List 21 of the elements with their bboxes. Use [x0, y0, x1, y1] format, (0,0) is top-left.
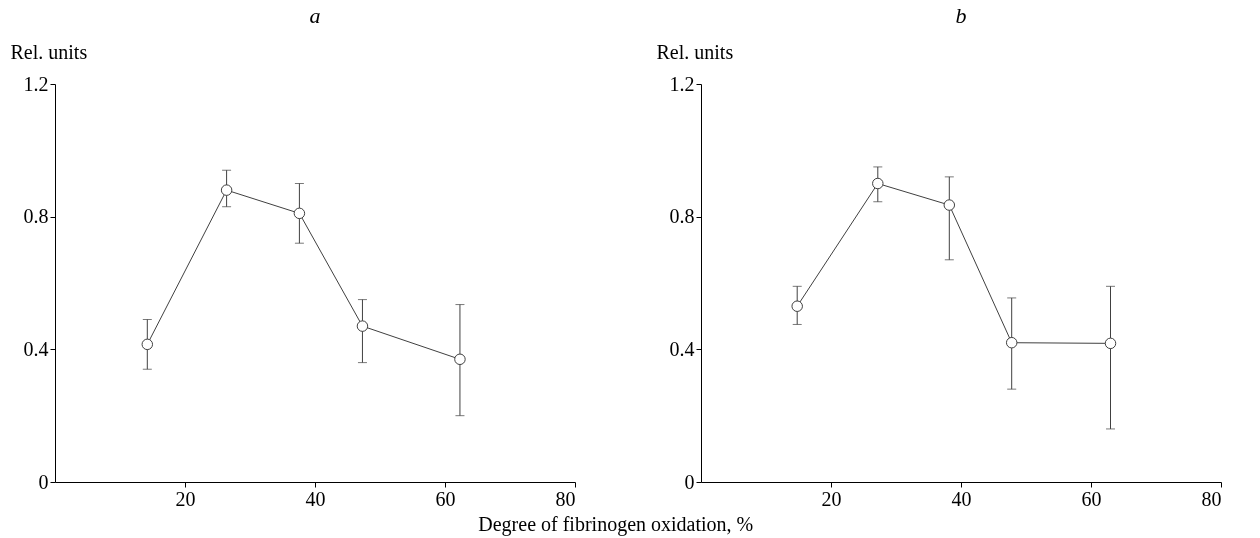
- y-tick-label: 0.8: [23, 205, 49, 228]
- y-tick-label: 0.4: [23, 337, 49, 360]
- x-tick-label: 40: [951, 487, 972, 510]
- x-tick-label: 80: [555, 487, 576, 510]
- y-tick-label: 0: [38, 470, 49, 493]
- x-tick-label: 40: [305, 487, 326, 510]
- chart-title: b: [955, 3, 967, 28]
- y-tick-label: 0: [684, 470, 695, 493]
- x-tick-label: 60: [435, 487, 456, 510]
- x-tick-label: 60: [1081, 487, 1102, 510]
- x-tick-label: 80: [1201, 487, 1222, 510]
- y-tick-label: 1.2: [669, 72, 695, 95]
- y-axis-title: Rel. units: [10, 40, 88, 63]
- x-tick-label: 20: [175, 487, 196, 510]
- x-axis-title: Degree of fibrinogen oxidation, %: [478, 513, 754, 536]
- y-axis-title: Rel. units: [656, 40, 734, 63]
- chart-title: a: [309, 3, 321, 28]
- y-tick-label: 1.2: [23, 72, 49, 95]
- y-tick-label: 0.4: [669, 337, 695, 360]
- y-tick-label: 0.8: [669, 205, 695, 228]
- x-tick-label: 20: [821, 487, 842, 510]
